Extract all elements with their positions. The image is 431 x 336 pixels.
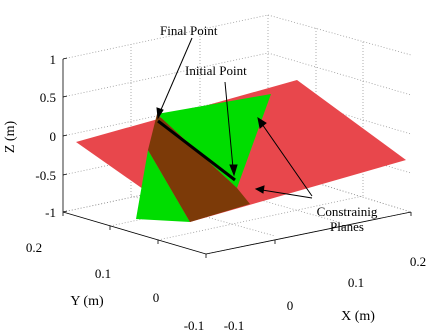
x-tick-labels: -0.1 0 0.1 0.2: [224, 254, 426, 333]
final-point-label: Final Point: [160, 23, 218, 38]
z-tick: -0.5: [35, 168, 56, 183]
axes-frame: [62, 57, 412, 258]
x-tick: -0.1: [224, 318, 245, 333]
y-tick: 0.2: [26, 240, 42, 255]
x-tick: 0: [287, 298, 294, 313]
green-constraining-plane: [136, 94, 271, 222]
x-axis-label: X (m): [341, 309, 375, 324]
constraining-planes-label-line1: Constrainig: [317, 204, 378, 219]
z-tick: 0: [50, 129, 57, 144]
z-tick: -1: [45, 205, 56, 220]
z-axis-label: Z (m): [3, 121, 18, 154]
y-tick: -0.1: [184, 318, 205, 333]
trajectory-path: [157, 119, 236, 182]
y-tick: 0.1: [95, 266, 111, 281]
constraining-planes-label-line2: Planes: [330, 219, 364, 234]
x-tick: 0.1: [348, 275, 364, 290]
z-tick-labels: 1 0.5 0 -0.5 -1: [35, 52, 56, 220]
initial-point-label: Initial Point: [185, 63, 247, 78]
annotation-arrows: [156, 37, 313, 199]
y-axis-label: Y (m): [70, 294, 104, 309]
overlap-region: [148, 114, 250, 222]
y-tick-labels: 0.2 0.1 0 -0.1: [26, 240, 204, 333]
y-tick: 0: [153, 290, 160, 305]
z-tick: 1: [50, 52, 57, 67]
x-tick: 0.2: [410, 254, 426, 269]
z-tick: 0.5: [40, 90, 56, 105]
